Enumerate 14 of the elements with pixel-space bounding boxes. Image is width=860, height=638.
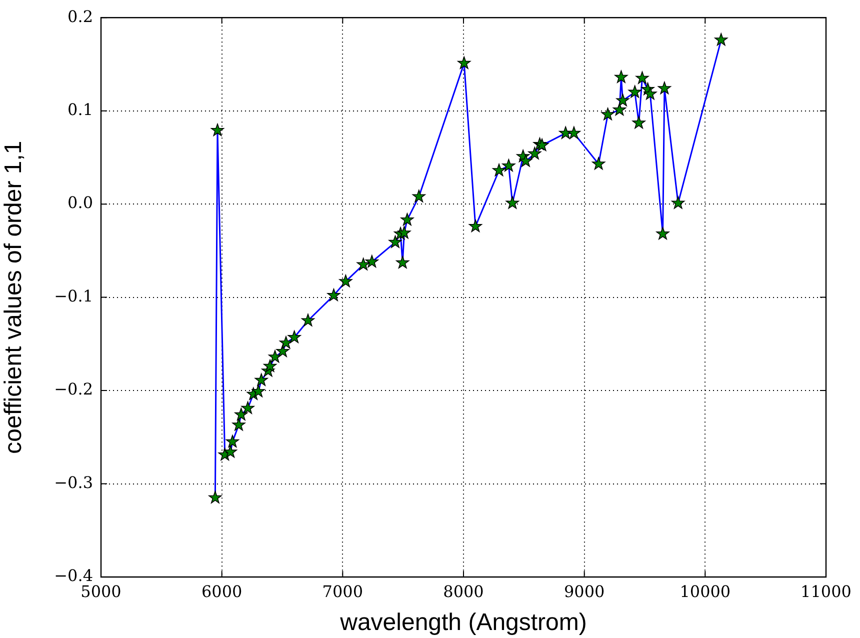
x-axis-title: wavelength (Angstrom)	[339, 609, 587, 636]
x-tick-label: 7000	[322, 582, 364, 601]
y-tick-label: 0.0	[68, 193, 93, 212]
y-tick-label: −0.1	[54, 286, 93, 306]
x-tick-label: 9000	[564, 582, 605, 601]
x-tick-label: 8000	[443, 582, 484, 601]
y-tick-label: 0.1	[68, 100, 93, 119]
x-tick-label: 10000	[680, 582, 731, 601]
y-tick-label: 0.2	[68, 6, 93, 26]
y-tick-label: −0.3	[54, 472, 93, 492]
x-tick-label: 6000	[201, 582, 242, 601]
y-axis-title: coefficient values of order 1,1	[0, 140, 28, 454]
x-tick-label: 11000	[800, 582, 852, 601]
y-tick-label: −0.2	[54, 380, 93, 399]
